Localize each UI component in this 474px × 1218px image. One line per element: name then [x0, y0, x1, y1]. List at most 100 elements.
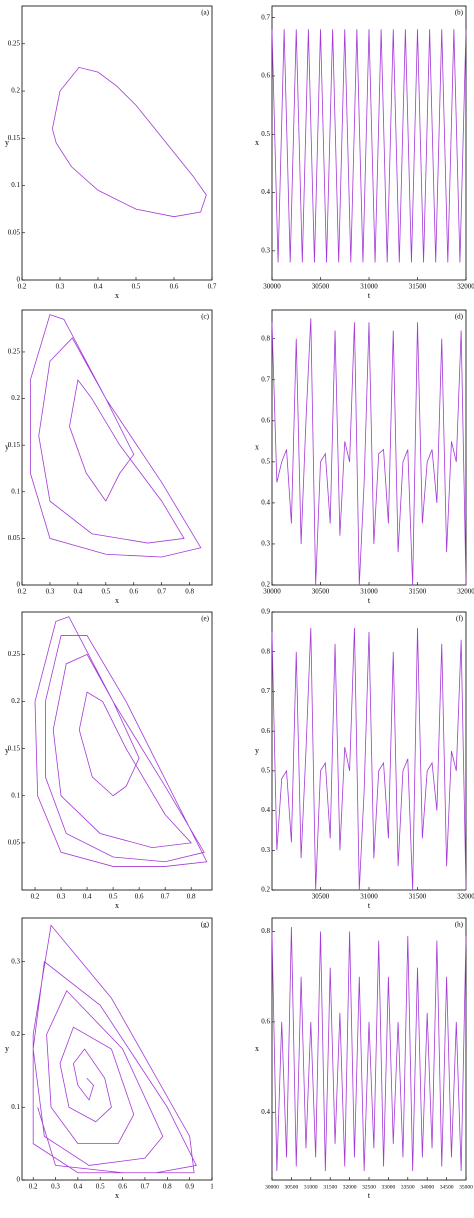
x-tick-label: 0.6 — [129, 588, 138, 596]
panel-label: (h) — [455, 921, 464, 929]
y-tick-label: 0.05 — [8, 534, 21, 542]
y-tick-label: 0.15 — [8, 134, 21, 142]
x-tick-label: 0.5 — [96, 1183, 105, 1191]
plot-frame — [21, 917, 213, 1181]
x-tick-label: 0.9 — [185, 1183, 194, 1191]
panel: 30500 31000 31500 32000 0.2 0.3 0.4 0.5 0.6 0.7 0.… — [255, 608, 474, 910]
data-line — [271, 627, 467, 891]
y-tick-label: 0.2 — [261, 886, 270, 894]
x-axis-label: t — [368, 291, 371, 300]
y-tick-label: 0.15 — [8, 441, 21, 449]
y-tick-label: 0.3 — [261, 846, 270, 854]
x-tick-label: 0.3 — [56, 283, 65, 291]
x-tick-label: 32000 — [457, 893, 474, 901]
x-axis-label: x — [115, 901, 119, 910]
y-tick-label: 0.3 — [261, 540, 270, 548]
x-tick-label: 30500 — [285, 1184, 299, 1190]
plot-frame — [21, 309, 213, 586]
x-tick-label: 30000 — [263, 588, 281, 596]
x-tick-label: 0.2 — [18, 283, 27, 291]
x-tick-label: 0.7 — [141, 1183, 150, 1191]
y-tick-label: 0.6 — [261, 72, 270, 80]
panel-label: (g) — [201, 921, 210, 929]
x-tick-label: 32000 — [457, 283, 474, 291]
y-tick-label: 0.6 — [261, 416, 270, 424]
x-axis-label: t — [368, 596, 371, 605]
x-tick-label: 0.4 — [83, 893, 92, 901]
y-tick-label: 0 — [17, 581, 21, 589]
data-line — [52, 66, 207, 218]
y-tick-label: 0.8 — [261, 927, 270, 935]
y-tick-label: 0.25 — [8, 39, 21, 47]
x-tick-label: 0.8 — [187, 893, 196, 901]
x-tick-label: 1 — [210, 1183, 214, 1191]
x-tick-label: 32000 — [457, 588, 474, 596]
panel: 0.2 0.3 0.4 0.5 0.6 0.7 0.8 0.9 1 0 0.1 0.2 0.3 x y (g) — [5, 917, 214, 1200]
y-tick-label: 0.25 — [8, 650, 21, 658]
y-tick-label: 0.05 — [8, 838, 21, 846]
y-tick-label: 0.1 — [11, 487, 20, 495]
y-tick-label: 0.05 — [8, 228, 21, 236]
x-tick-label: 31000 — [360, 893, 378, 901]
x-tick-label: 32000 — [343, 1184, 357, 1190]
y-tick-label: 0 — [17, 276, 21, 284]
y-axis-label: y — [5, 442, 9, 451]
x-tick-label: 35000 — [459, 1184, 473, 1190]
x-tick-label: 31000 — [360, 283, 378, 291]
y-tick-label: 0.7 — [261, 375, 270, 383]
data-line — [271, 29, 467, 263]
plot-frame — [21, 611, 213, 891]
y-axis-label: x — [255, 138, 259, 147]
y-tick-label: 0.1 — [11, 181, 20, 189]
x-tick-label: 0.6 — [170, 283, 179, 291]
x-tick-label: 0.8 — [163, 1183, 172, 1191]
x-tick-label: 0.3 — [51, 1183, 60, 1191]
panel: 0.2 0.3 0.4 0.5 0.6 0.7 0 0.05 0.1 0.15 0.2 0.25 x y (… — [5, 5, 217, 300]
x-axis-label: t — [368, 901, 371, 910]
y-tick-label: 0.9 — [261, 608, 270, 616]
x-tick-label: 33500 — [401, 1184, 415, 1190]
x-tick-label: 0.3 — [57, 893, 66, 901]
y-tick-label: 0.15 — [8, 744, 21, 752]
y-tick-label: 0.2 — [261, 581, 270, 589]
x-axis-label: x — [115, 596, 119, 605]
panel-label: (d) — [455, 313, 464, 321]
data-line — [271, 318, 467, 586]
y-tick-label: 0.8 — [261, 647, 270, 655]
x-tick-label: 33000 — [382, 1184, 396, 1190]
x-tick-label: 0.3 — [46, 588, 55, 596]
x-tick-label: 0.7 — [157, 588, 166, 596]
y-tick-label: 0.8 — [261, 334, 270, 342]
y-axis-label: y — [255, 746, 259, 755]
y-tick-label: 0.3 — [11, 957, 20, 965]
x-tick-label: 31500 — [409, 283, 427, 291]
x-tick-label: 34000 — [420, 1184, 434, 1190]
panel-label: (b) — [455, 9, 464, 17]
x-tick-label: 0.5 — [109, 893, 118, 901]
data-line — [32, 924, 197, 1174]
x-tick-label: 30000 — [265, 1184, 279, 1190]
y-tick-label: 0.4 — [261, 188, 270, 196]
y-tick-label: 0.5 — [261, 130, 270, 138]
x-tick-label: 32500 — [362, 1184, 376, 1190]
y-tick-label: 0.4 — [261, 499, 270, 507]
x-tick-label: 0.5 — [132, 283, 141, 291]
x-tick-label: 34500 — [440, 1184, 454, 1190]
panel-label: (e) — [201, 615, 209, 623]
panel: 0.2 0.3 0.4 0.5 0.6 0.7 0.8 0.05 0.1 0.15 0.2 0.25 x… — [5, 611, 213, 910]
y-tick-label: 0.2 — [11, 87, 20, 95]
y-tick-label: 0 — [17, 1176, 21, 1184]
y-tick-label: 0.4 — [261, 1108, 270, 1116]
panel-label: (c) — [201, 313, 209, 321]
panel: 30000 30500 31000 31500 32000 0.3 0.4 0.5 0.6 0.7… — [255, 5, 474, 300]
y-axis-label: y — [5, 138, 9, 147]
panel: 0.2 0.3 0.4 0.5 0.6 0.7 0.8 0 0.05 0.1 0.15 0.2 0.25… — [5, 309, 213, 605]
panel-label: (a) — [201, 9, 209, 17]
x-tick-label: 31000 — [304, 1184, 318, 1190]
y-tick-label: 0.5 — [261, 457, 270, 465]
x-tick-label: 0.2 — [18, 588, 27, 596]
x-tick-label: 0.2 — [31, 893, 40, 901]
x-tick-label: 31000 — [360, 588, 378, 596]
y-axis-label: y — [5, 1044, 9, 1053]
